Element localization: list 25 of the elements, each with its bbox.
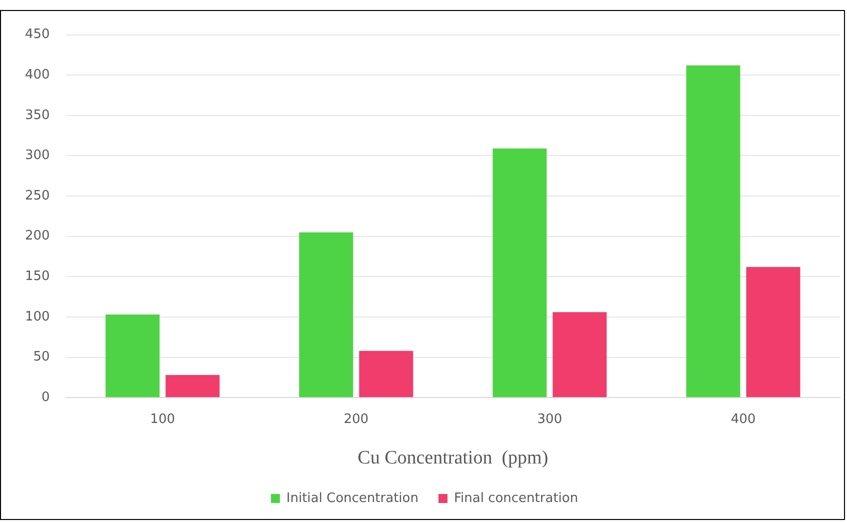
y-tick-label: 200 [24,228,50,244]
y-tick-label: 150 [24,269,50,284]
y-tick-label: 450 [24,27,50,42]
y-tick-label: 350 [24,108,50,123]
bar [166,375,220,398]
legend-label: Initial Concentration [286,490,418,506]
x-tick-label: 200 [344,412,369,427]
bar [552,312,607,398]
y-tick-label: 400 [24,67,50,82]
legend-label: Final concentration [454,490,578,506]
bar [106,314,160,398]
y-tick-label: 50 [33,350,50,365]
bar [299,232,354,398]
bar [359,350,414,398]
x-tick-label: 100 [150,412,175,427]
y-tick-label: 300 [24,148,50,164]
x-axis-title: Cu Concentration (ppm) [358,448,548,469]
bar [746,266,800,398]
bar [686,65,740,398]
x-tick-label: 300 [537,412,562,427]
bar [492,148,547,398]
y-tick-label: 100 [24,309,50,324]
x-tick-label: 400 [730,412,756,427]
y-tick-label: 250 [24,188,50,204]
y-tick-label: 0 [42,390,50,405]
